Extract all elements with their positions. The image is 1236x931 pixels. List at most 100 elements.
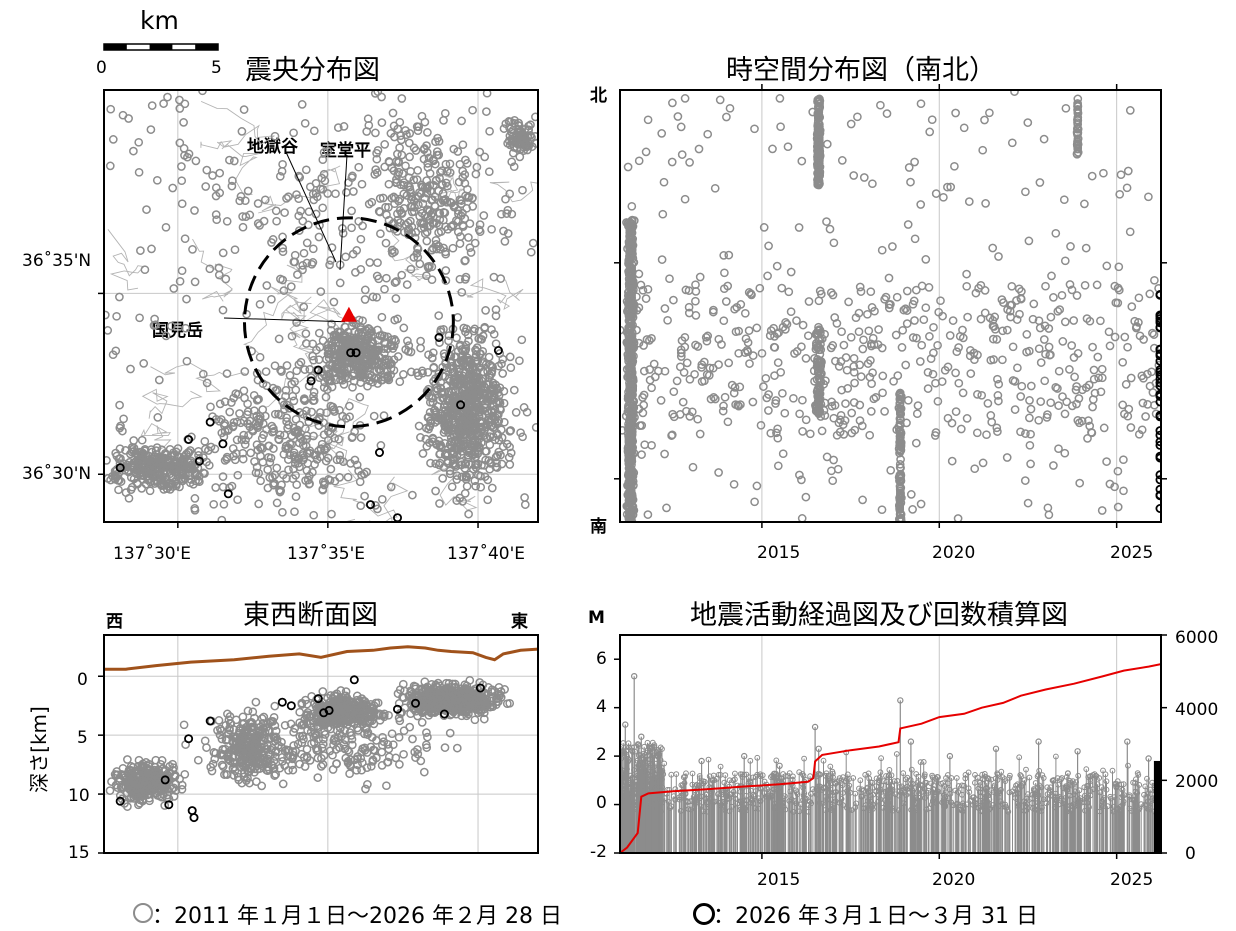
st-point (748, 397, 758, 407)
ep-point (294, 438, 304, 448)
st-point (951, 108, 960, 118)
ep-point (374, 357, 383, 367)
ep-point (190, 505, 200, 515)
ep-point (425, 397, 435, 407)
st-point (629, 338, 639, 348)
st-point (815, 389, 825, 399)
st-point (714, 334, 724, 344)
ep-point (452, 475, 462, 484)
ep-point (454, 209, 463, 219)
ep-point (458, 441, 468, 451)
st-point (1097, 506, 1107, 515)
ep-point (321, 392, 331, 402)
ep-point (456, 378, 466, 388)
ep-point (319, 169, 329, 179)
ep-point (327, 319, 336, 329)
st-point (694, 144, 704, 154)
ep-point (455, 341, 465, 351)
ep-point (362, 467, 371, 477)
ep-point (511, 408, 521, 417)
ep-point (312, 455, 322, 464)
ew-point (215, 730, 225, 740)
ep-point (471, 426, 481, 435)
st-point (626, 288, 636, 297)
st-point (895, 501, 904, 510)
ep-point (480, 403, 490, 413)
st-point (855, 416, 865, 425)
st-point (849, 367, 859, 377)
ep-point (399, 189, 409, 199)
ep-point (289, 128, 298, 138)
ep-point (212, 215, 222, 225)
st-point (837, 156, 847, 165)
st-point (1039, 335, 1049, 344)
ep-point (439, 393, 449, 403)
st-point (842, 365, 852, 375)
ep-point (330, 345, 340, 354)
st-point (1073, 416, 1083, 425)
st-point (723, 417, 733, 427)
st-point (786, 267, 796, 277)
ep-point (227, 181, 237, 191)
st-point (958, 325, 967, 335)
ep-ytick-2: 36˚30'N (22, 464, 92, 484)
ep-point (443, 224, 453, 234)
ep-point (292, 318, 301, 327)
ep-point (118, 426, 127, 436)
ep-point (325, 260, 334, 270)
ep-point (524, 121, 533, 131)
st-point (778, 388, 787, 398)
st-point (685, 412, 695, 421)
st-point (1034, 415, 1044, 425)
st-point (937, 377, 947, 386)
ep-point (453, 206, 463, 215)
st-point (858, 344, 868, 354)
ep-point (255, 352, 265, 362)
st-point (908, 505, 917, 514)
ep-recent-point (434, 332, 444, 342)
ep-point (356, 366, 366, 376)
mt-xtick-2020: 2020 (932, 870, 976, 890)
st-point (1072, 291, 1082, 300)
ep-point (211, 183, 221, 193)
ep-point (304, 381, 314, 391)
st-point (936, 296, 945, 306)
ep-point (302, 238, 312, 248)
st-point (1057, 290, 1067, 300)
ep-point (298, 261, 308, 270)
st-point (1069, 316, 1079, 325)
st-point (813, 329, 823, 339)
st-point (966, 369, 976, 378)
st-point (1120, 332, 1130, 342)
ep-point (363, 331, 373, 341)
st-point (643, 510, 653, 519)
ep-point (380, 162, 390, 172)
st-point (647, 383, 656, 393)
ew-point (352, 691, 362, 701)
ew-section-title: 東西断面図 (243, 600, 378, 631)
st-point (1059, 195, 1069, 205)
ep-point (420, 144, 429, 153)
st-point (854, 308, 864, 318)
st-point (863, 359, 873, 368)
ep-point (151, 320, 160, 330)
ep-point (348, 249, 358, 259)
st-point (877, 245, 887, 255)
st-point (766, 428, 776, 438)
st-point (768, 144, 777, 154)
st-point (886, 300, 895, 309)
st-point (1062, 397, 1072, 407)
st-point (1090, 388, 1100, 398)
ep-point (503, 229, 513, 238)
ep-point (343, 472, 353, 482)
mt-xtick-2015: 2015 (757, 870, 801, 890)
st-point (803, 331, 813, 341)
st-point (1134, 318, 1143, 327)
ep-point (445, 159, 455, 169)
ep-point (222, 369, 232, 378)
st-point (1073, 101, 1083, 111)
st-point (649, 359, 659, 369)
ep-point (161, 222, 171, 232)
ep-point (516, 428, 525, 438)
ew-point (217, 726, 226, 736)
